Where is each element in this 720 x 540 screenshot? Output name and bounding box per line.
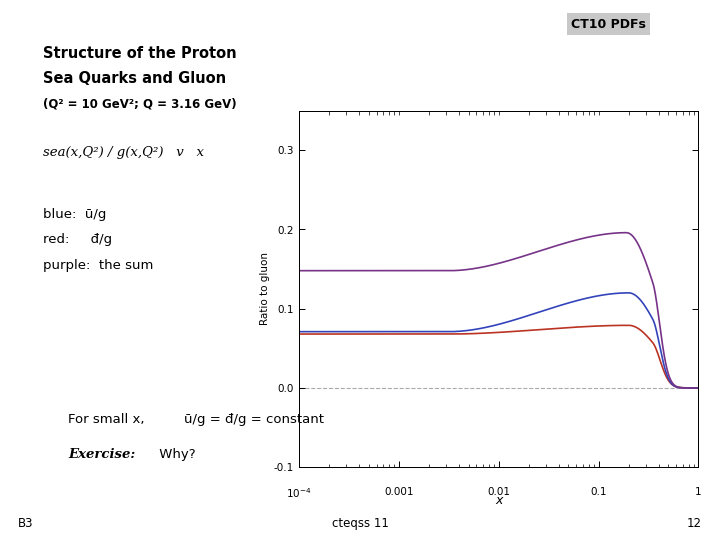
Text: For small x,: For small x, xyxy=(68,413,145,426)
Text: purple:  the sum: purple: the sum xyxy=(43,259,153,272)
Text: $10^{-4}$: $10^{-4}$ xyxy=(286,487,312,501)
Text: blue:  ū/g: blue: ū/g xyxy=(43,208,107,221)
Text: red:     đ/g: red: đ/g xyxy=(43,233,112,246)
Text: 12: 12 xyxy=(687,517,702,530)
Text: Sea Quarks and Gluon: Sea Quarks and Gluon xyxy=(43,71,226,86)
Text: ū/g = đ/g = constant: ū/g = đ/g = constant xyxy=(184,413,323,426)
Text: x: x xyxy=(495,494,503,507)
Text: cteqss 11: cteqss 11 xyxy=(332,517,388,530)
Text: 0.1: 0.1 xyxy=(590,487,607,497)
Text: 0.01: 0.01 xyxy=(487,487,510,497)
Text: Exercise:: Exercise: xyxy=(68,448,135,461)
Text: sea(x,Q²) / g(x,Q²)   v   x: sea(x,Q²) / g(x,Q²) v x xyxy=(43,146,204,159)
Text: 0.001: 0.001 xyxy=(384,487,413,497)
Text: CT10 PDFs: CT10 PDFs xyxy=(571,18,646,31)
Text: B3: B3 xyxy=(18,517,34,530)
Y-axis label: Ratio to gluon: Ratio to gluon xyxy=(259,252,269,326)
Text: Structure of the Proton: Structure of the Proton xyxy=(43,46,237,61)
Text: (Q² = 10 GeV²; Q = 3.16 GeV): (Q² = 10 GeV²; Q = 3.16 GeV) xyxy=(43,97,237,110)
Text: Why?: Why? xyxy=(155,448,195,461)
Text: 1: 1 xyxy=(695,487,702,497)
